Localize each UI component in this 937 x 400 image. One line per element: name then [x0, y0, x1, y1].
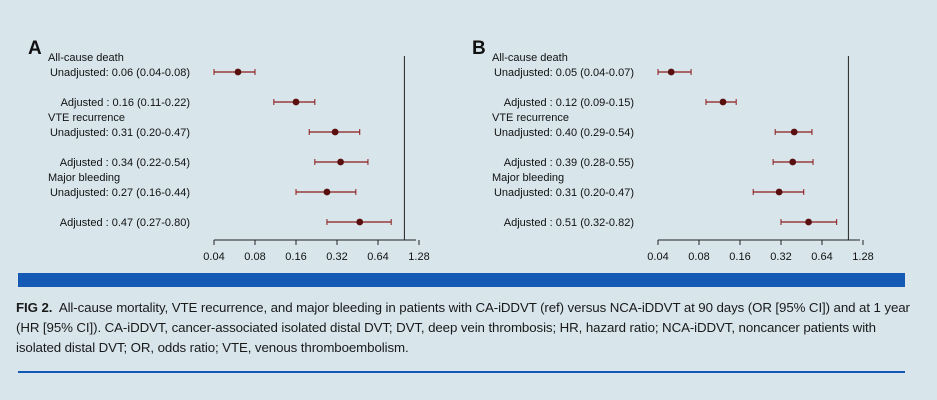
x-tick-label: 1.28 — [852, 251, 873, 263]
x-tick-label: 0.16 — [729, 251, 750, 263]
row-label: Unadjusted: 0.06 (0.04-0.08) — [50, 67, 190, 79]
x-tick-label: 0.16 — [285, 251, 306, 263]
point-estimate — [805, 218, 812, 226]
row-label: Adjusted : 0.12 (0.09-0.15) — [504, 97, 634, 109]
x-tick-label: 0.04 — [203, 251, 224, 263]
point-estimate — [775, 188, 783, 196]
point-estimate — [789, 158, 797, 166]
group-label: VTE recurrence — [48, 112, 125, 124]
row-label: Unadjusted: 0.05 (0.04-0.07) — [494, 67, 634, 79]
x-tick-label: 0.64 — [367, 251, 388, 263]
row-label: Adjusted : 0.16 (0.11-0.22) — [61, 97, 190, 109]
x-tick-label: 0.64 — [811, 251, 832, 263]
figure-panel: A 0.04 0.08 0.16 0.32 0.64 1.28 All-cause death… — [18, 18, 905, 286]
point-estimate — [292, 98, 300, 106]
row-label: Unadjusted: 0.31 (0.20-0.47) — [50, 127, 190, 139]
row-label: Adjusted : 0.51 (0.32-0.82) — [504, 217, 634, 229]
panel-label-b: B — [472, 38, 486, 59]
figure-bottom-bar — [18, 273, 905, 287]
group-label: Major bleeding — [48, 172, 120, 184]
point-estimate — [667, 68, 675, 76]
group-label: All-cause death — [492, 52, 568, 64]
caption-label: FIG 2. — [16, 300, 53, 315]
panel-label-a: A — [28, 38, 42, 59]
x-tick-label: 0.04 — [647, 251, 668, 263]
x-tick-label: 0.32 — [770, 251, 791, 263]
caption-rule — [18, 371, 905, 373]
row-label: Adjusted : 0.34 (0.22-0.54) — [60, 157, 190, 169]
row-label: Adjusted : 0.47 (0.27-0.80) — [60, 217, 190, 229]
figure-caption: FIG 2. All-cause mortality, VTE recurren… — [16, 298, 911, 358]
point-estimate — [323, 188, 331, 196]
caption-text: All-cause mortality, VTE recurrence, and… — [16, 300, 910, 355]
row-label: Unadjusted: 0.31 (0.20-0.47) — [494, 187, 634, 199]
x-tick-label: 0.32 — [326, 251, 347, 263]
x-tick-label: 0.08 — [688, 251, 709, 263]
row-label: Unadjusted: 0.40 (0.29-0.54) — [494, 127, 634, 139]
forest-plots: A 0.04 0.08 0.16 0.32 0.64 1.28 All-cause death… — [28, 38, 874, 263]
point-estimate — [356, 218, 364, 226]
point-estimate — [790, 128, 798, 136]
group-label: Major bleeding — [492, 172, 564, 184]
point-estimate — [719, 98, 727, 106]
group-label: VTE recurrence — [492, 112, 569, 124]
point-estimate — [337, 158, 344, 166]
row-label: Unadjusted: 0.27 (0.16-0.44) — [50, 187, 190, 199]
point-estimate — [234, 68, 242, 76]
group-label: All-cause death — [48, 52, 124, 64]
point-estimate — [331, 128, 339, 136]
x-tick-label: 1.28 — [408, 251, 429, 263]
row-label: Adjusted : 0.39 (0.28-0.55) — [504, 157, 634, 169]
x-tick-label: 0.08 — [244, 251, 265, 263]
